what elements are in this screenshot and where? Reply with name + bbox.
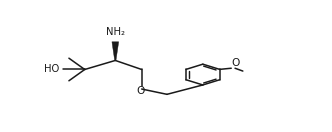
Text: O: O — [232, 58, 240, 68]
Polygon shape — [112, 42, 119, 60]
Text: NH₂: NH₂ — [106, 27, 125, 37]
Text: O: O — [137, 86, 145, 96]
Text: HO: HO — [44, 65, 59, 74]
